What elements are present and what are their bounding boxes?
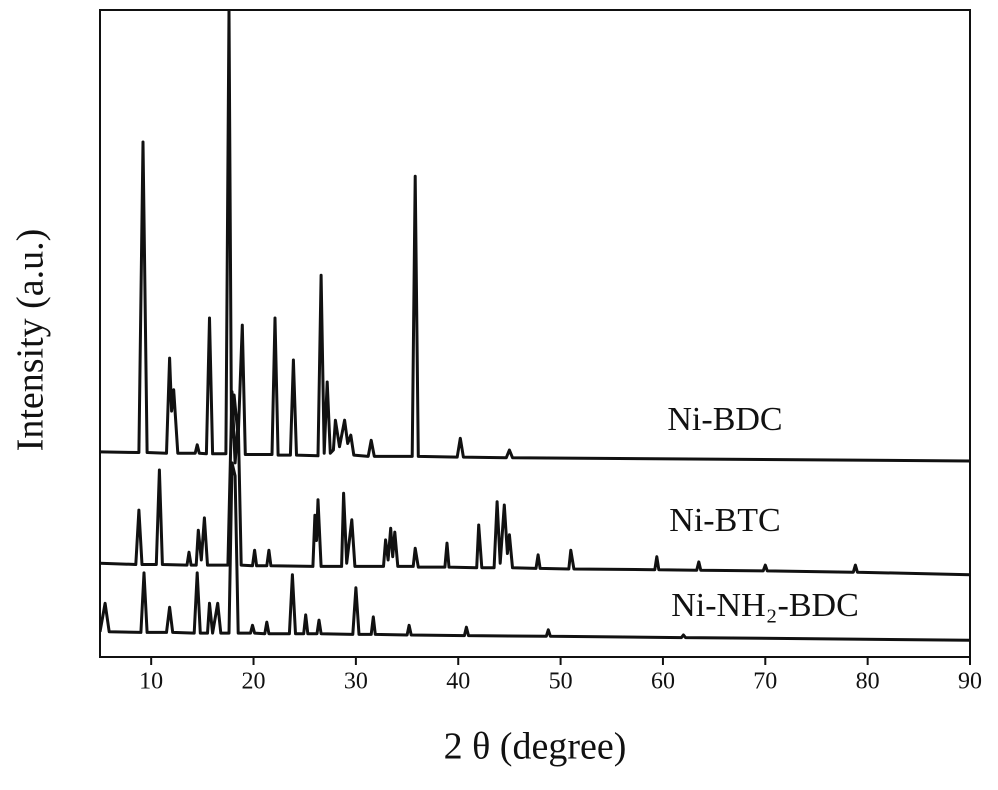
x-tick-label: 90 (958, 669, 982, 695)
x-tick-label: 40 (446, 669, 470, 695)
series-label: Ni-BTC (669, 502, 780, 539)
xrd-trace (100, 390, 970, 577)
x-tick-label: 10 (139, 669, 163, 695)
x-tick-label: 50 (549, 669, 573, 695)
x-axis-label: 2 θ (degree) (444, 726, 627, 768)
x-tick-label: 70 (753, 669, 777, 695)
series-label: Ni-NH₂-BDC (671, 587, 859, 624)
xrd-trace (100, 461, 970, 642)
xrd-trace (100, 10, 970, 463)
traces (100, 10, 970, 642)
y-axis-label: Intensity (a.u.) (10, 229, 52, 452)
plot-frame (99, 9, 971, 658)
x-tick-label: 20 (242, 669, 266, 695)
x-tick-label: 30 (344, 669, 368, 695)
series-label: Ni-BDC (667, 401, 782, 438)
x-tick-label: 80 (856, 669, 880, 695)
x-tick-label: 60 (651, 669, 675, 695)
